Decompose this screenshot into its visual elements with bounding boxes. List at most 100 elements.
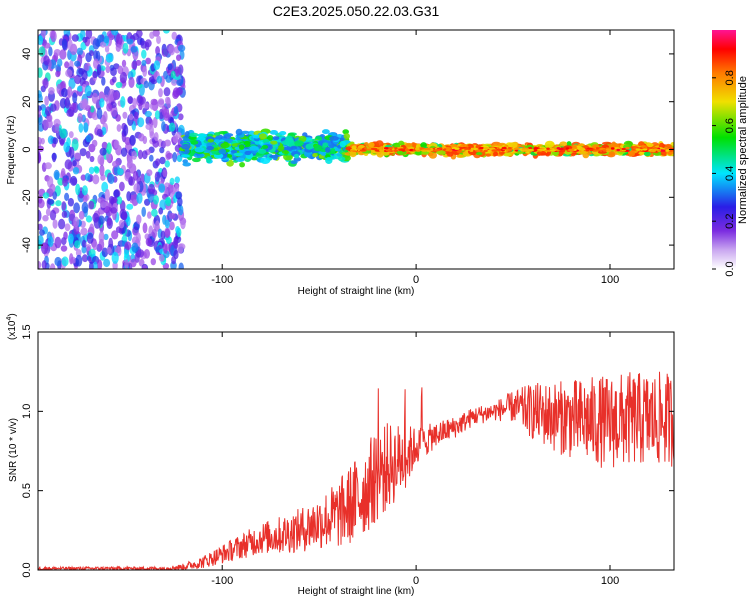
spectrogram-cell [49, 183, 56, 193]
spectrogram-cell [99, 98, 105, 108]
spectrogram-cell [173, 238, 179, 250]
spectrogram-cell [536, 150, 547, 156]
spectrogram-cell [38, 137, 42, 145]
colorbar: 0.0 0.2 0.4 0.6 0.8 Normalized spectral ampl… [712, 30, 749, 277]
spectrogram-cell [180, 154, 190, 158]
spectrogram-cell [184, 131, 190, 138]
x-tick-label: -100 [211, 575, 233, 587]
y-tick-label: 1.5 [21, 324, 33, 339]
spectrogram-cell [84, 173, 91, 181]
spectrogram-cell [652, 148, 659, 151]
spectrogram-cell [96, 128, 103, 137]
spectrogram-cell [180, 219, 186, 230]
spectrogram-cell [52, 219, 58, 229]
spectrogram-cell [59, 49, 67, 60]
spectrogram-cell [126, 203, 134, 210]
spectrogram-cell [182, 162, 191, 167]
spectrogram-cell [113, 91, 120, 100]
spectrogram-cell [503, 152, 512, 157]
spectrogram-cell [85, 215, 93, 223]
spectrogram-cell [142, 135, 148, 145]
spectrogram-cell [462, 147, 470, 150]
spectrogram-cell [84, 85, 92, 97]
spectrogram-cell [178, 262, 184, 269]
spectrogram-cell [106, 151, 112, 163]
spectrogram-cell [110, 67, 117, 76]
spectrogram-cell [174, 66, 181, 77]
spectrogram-cell [88, 166, 95, 175]
spectrogram-cell [393, 149, 398, 152]
spectrogram-cell [142, 222, 148, 234]
spectrogram-cell [164, 228, 171, 239]
spectrogram-cell [418, 147, 425, 150]
spectrogram-cell [163, 112, 170, 121]
spectrogram-cell [488, 147, 496, 150]
spectrogram-cell [160, 230, 166, 240]
spectrogram-cell [111, 30, 119, 36]
spectrogram-cell [74, 240, 81, 249]
spectrogram-cell [99, 41, 107, 48]
spectrogram-cell [194, 147, 205, 153]
spectrogram-cell [43, 77, 49, 89]
spectrogram-cell [53, 49, 61, 56]
spectrogram-cell [44, 95, 49, 106]
spectrogram-cell [197, 133, 208, 138]
spectrogram-cell [38, 235, 44, 246]
spectrogram-cell [424, 147, 432, 151]
spectrogram-cell [105, 53, 113, 63]
spectrogram-cell [75, 183, 81, 196]
spectrogram-cell [414, 147, 420, 151]
spectrogram-cell [595, 147, 599, 150]
spectrogram-cell [163, 87, 171, 97]
spectrogram-cell [38, 194, 43, 204]
spectrogram-cell [124, 241, 132, 251]
spectrogram-cell [474, 149, 481, 152]
spectrogram-cell [478, 146, 485, 150]
spectrogram-cell [356, 147, 363, 151]
spectrogram-cell [579, 147, 585, 150]
spectrogram-cell [643, 151, 651, 157]
spectrogram-cell [75, 254, 83, 267]
spectrogram-cell [175, 87, 183, 96]
spectrogram-cell [38, 145, 44, 152]
spectrogram-cell [92, 38, 100, 50]
spectrogram-cell [155, 46, 161, 56]
spectrogram-cell [38, 223, 43, 231]
spectrogram-cell [103, 35, 110, 44]
spectrogram-cell [92, 261, 98, 269]
spectrogram-cell [233, 152, 244, 157]
spectrogram-cell [458, 147, 464, 150]
spectrogram-x-label: Height of straight line (km) [298, 286, 415, 297]
spectrogram-cell [67, 39, 73, 52]
spectrogram-cell [85, 150, 91, 159]
spectrogram-cell [153, 195, 159, 205]
spectrogram-cell [97, 196, 105, 204]
spectrogram-cell [99, 164, 105, 177]
spectrogram-cell [80, 174, 87, 181]
spectrogram-cell [276, 145, 285, 152]
spectrogram-cell [119, 71, 127, 84]
spectrogram-cell [76, 47, 84, 56]
spectrogram-cell [130, 46, 138, 53]
spectrogram-cell [38, 261, 42, 269]
spectrogram-cell [115, 114, 121, 122]
spectrogram-cell [282, 150, 289, 155]
spectrogram-cell [404, 148, 410, 152]
spectrogram-cell [258, 133, 267, 140]
spectrogram-cell [621, 147, 626, 151]
spectrogram-cell [156, 75, 163, 84]
spectrogram-cell [71, 34, 79, 42]
spectrogram-cell [44, 162, 52, 170]
spectrogram-cell [69, 253, 74, 265]
spectrogram-cell [428, 151, 437, 159]
snr-plot-area [38, 332, 674, 570]
spectrogram-cell [61, 201, 67, 211]
spectrogram-cell [38, 35, 44, 46]
spectrogram-cell [165, 196, 172, 207]
spectrogram-cell [74, 60, 81, 67]
spectrogram-cell [375, 140, 384, 147]
spectrogram-cell [189, 132, 199, 137]
spectrogram-cell [71, 102, 77, 111]
spectrogram-cell [73, 152, 82, 160]
spectrogram-cell [261, 144, 269, 149]
